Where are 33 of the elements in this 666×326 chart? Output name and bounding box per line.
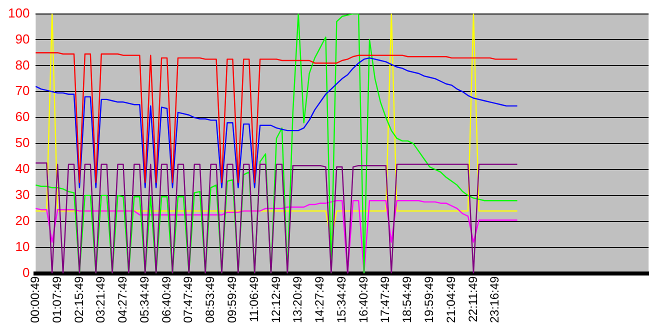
y-tick-label: 30 — [15, 187, 30, 202]
x-tick-label: 12:12:49 — [268, 276, 283, 324]
x-tick-label: 22:11:49 — [466, 276, 480, 322]
x-tick-label: 06:40:49 — [159, 276, 174, 324]
y-tick-label: 0 — [22, 264, 30, 280]
x-tick-label: 15:34:49 — [334, 276, 348, 324]
y-tick-label: 70 — [15, 83, 30, 98]
x-tick-label: 16:40:49 — [356, 276, 370, 324]
y-tick-label: 100 — [8, 5, 30, 20]
x-tick-label: 03:21:49 — [94, 276, 108, 324]
x-tick-label: 23:16:49 — [488, 276, 502, 324]
x-tick-label: 11:06:49 — [246, 276, 261, 322]
y-tick-label: 90 — [15, 31, 30, 46]
x-tick-label: 21:04:49 — [444, 276, 458, 324]
x-tick-label: 19:59:49 — [422, 276, 436, 324]
y-tick-label: 10 — [15, 238, 30, 254]
y-tick-label: 80 — [15, 57, 30, 72]
x-tick-label: 04:27:49 — [116, 276, 130, 324]
x-tick-label: 00:00:49 — [28, 276, 42, 324]
x-tick-label: 05:34:49 — [137, 276, 152, 324]
y-tick-label: 40 — [15, 161, 30, 176]
x-tick-label: 13:20:49 — [290, 276, 305, 324]
x-tick-label: 14:27:49 — [312, 276, 327, 324]
y-tick-label: 50 — [15, 135, 30, 150]
x-tick-label: 18:54:49 — [400, 276, 414, 324]
x-tick-label: 08:53:49 — [203, 276, 218, 324]
x-tick-label: 17:47:49 — [378, 276, 392, 324]
y-tick-label: 20 — [15, 212, 30, 228]
y-tick-label: 60 — [15, 109, 30, 124]
x-tick-label: 07:47:49 — [181, 276, 196, 324]
x-tick-label: 09:59:49 — [225, 276, 240, 324]
x-tick-label: 01:07:49 — [50, 276, 64, 324]
x-tick-label: 02:15:49 — [72, 276, 86, 324]
